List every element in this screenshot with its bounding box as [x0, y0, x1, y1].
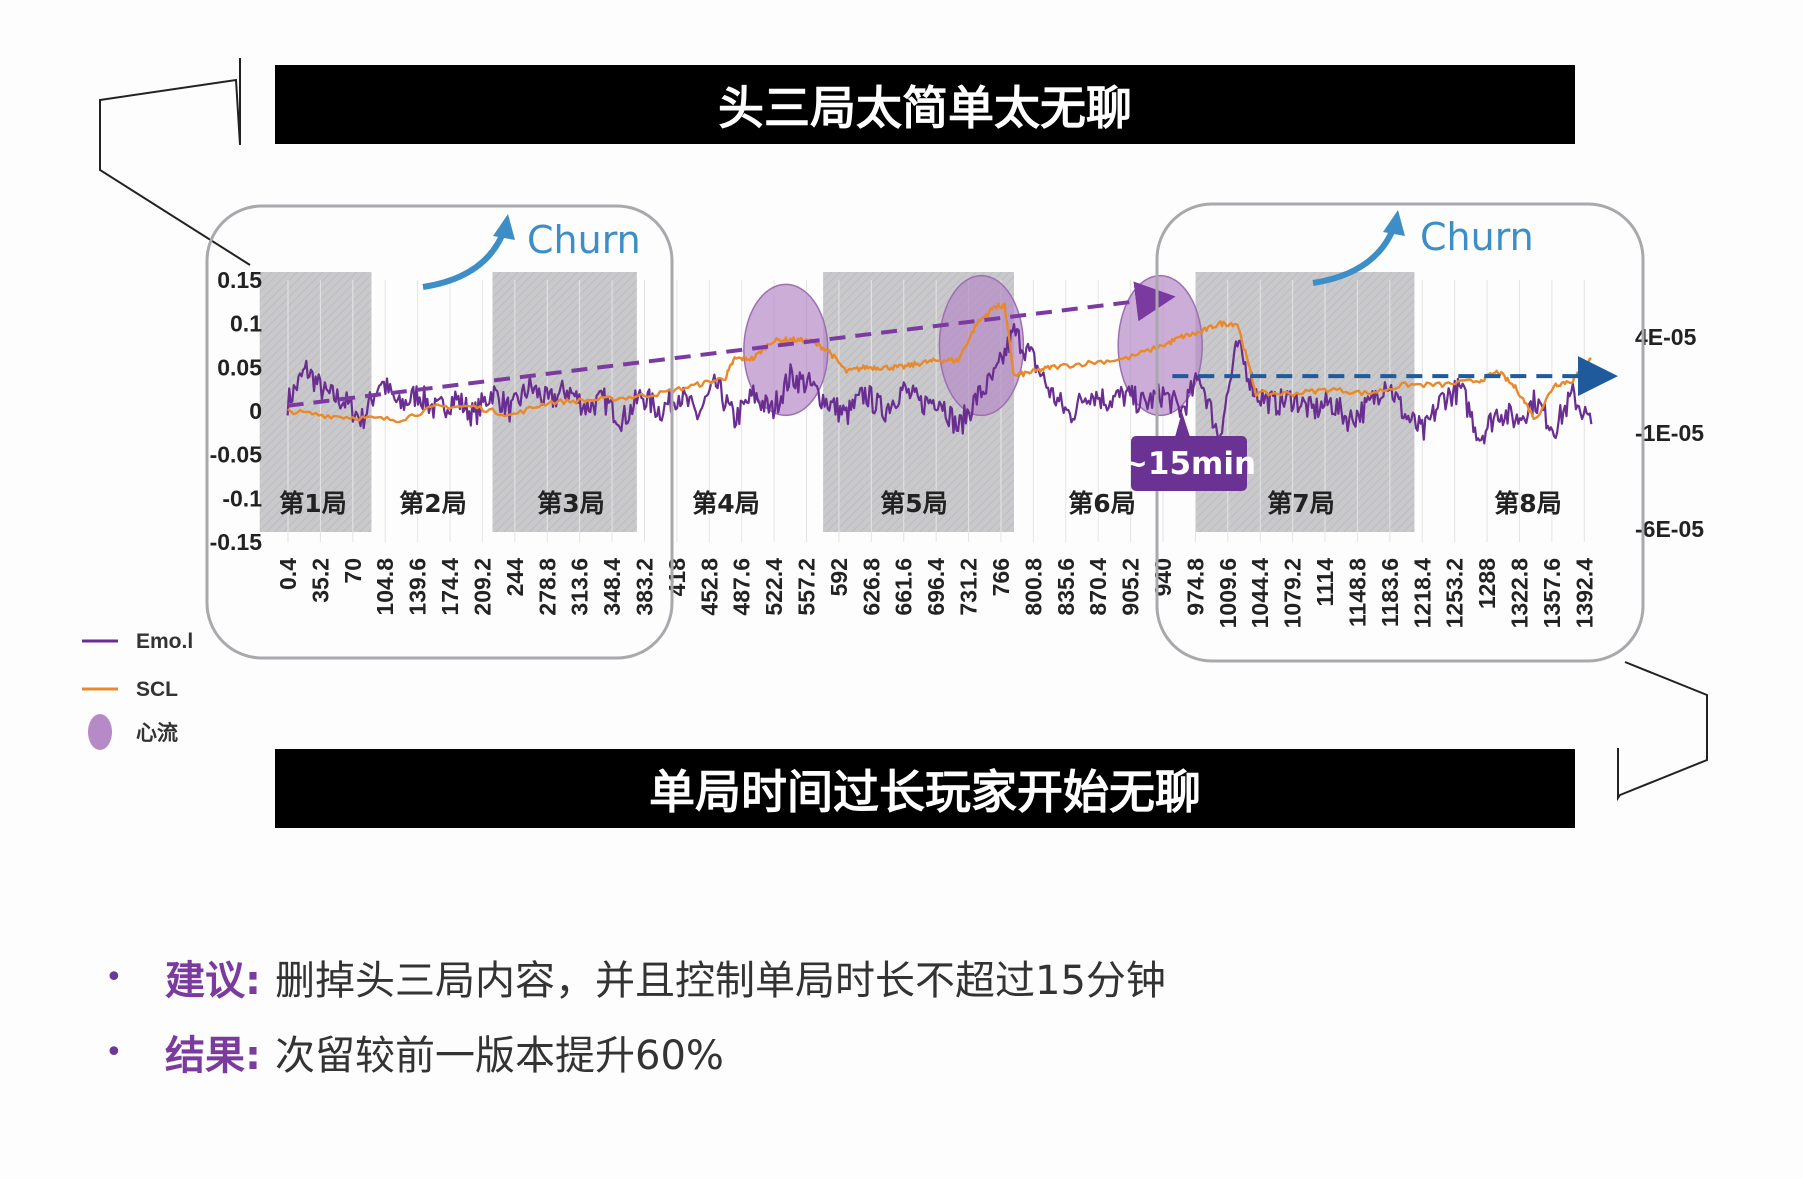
x-tick: 731.2 [956, 558, 982, 616]
y-tick-left: -0.1 [222, 485, 262, 511]
y-tick-left: 0.05 [217, 354, 262, 380]
x-tick: 592 [826, 558, 852, 596]
x-tick: 278.8 [534, 558, 560, 616]
y-tick-left: 0.15 [217, 267, 262, 293]
x-tick: 522.4 [761, 558, 787, 616]
bullet-key: 建议: [165, 958, 261, 1004]
flow-regions [743, 274, 1203, 417]
y-axis: 0.15 0.1 0.05 0 -0.05 -0.1 -0.15 4E-05 -1E-05 -6E… [210, 267, 1705, 555]
legend: Emo.l SCL 心流 [82, 630, 193, 750]
highlight-box-right [1155, 202, 1645, 663]
x-tick: 870.4 [1085, 558, 1111, 616]
x-tick: 1288 [1474, 558, 1500, 609]
x-tick: 313.6 [567, 558, 593, 616]
y-tick-right: 4E-05 [1635, 324, 1697, 350]
x-tick: 557.2 [794, 558, 820, 616]
bullet-suggestion: • 建议: 删掉头三局内容，并且控制单局时长不超过15分钟 [105, 948, 1166, 1006]
y-tick-left: 0 [249, 398, 262, 424]
x-tick: 1114 [1312, 558, 1338, 607]
round-label: 第7局 [1267, 489, 1334, 518]
x-tick: 1183.6 [1377, 558, 1403, 627]
bracket-top [99, 58, 251, 266]
x-tick: 766 [988, 558, 1014, 596]
x-tick: 1079.2 [1280, 558, 1306, 628]
x-tick: 383.2 [631, 558, 657, 616]
round-labels: 第1局 第2局 第3局 第4局 第5局 第6局 第7局 第8局 [279, 489, 1561, 518]
series-lines [286, 302, 1593, 445]
x-tick: 35.2 [307, 558, 333, 603]
flow-region [938, 274, 1025, 417]
x-tick: 696.4 [923, 558, 949, 616]
round-label: 第4局 [692, 489, 759, 518]
callout-text: ~15min [1122, 446, 1256, 482]
x-tick: 0.4 [275, 558, 301, 590]
series-emo [286, 323, 1593, 445]
y-tick-left: -0.15 [210, 529, 263, 555]
duration-callout: ~15min [1122, 412, 1256, 491]
x-tick: 1148.8 [1344, 558, 1370, 627]
legend-flow: 心流 [136, 721, 178, 745]
trend-lines [287, 281, 1618, 408]
bracket-bottom [1617, 661, 1708, 802]
x-tick: 835.6 [1053, 558, 1079, 616]
banner-bottom-text: 单局时间过长玩家开始无聊 [649, 764, 1201, 819]
highlight-box-left [205, 204, 674, 660]
x-tick: 104.8 [372, 558, 398, 616]
x-tick: 418 [664, 558, 690, 597]
round-label: 第6局 [1068, 489, 1135, 518]
x-tick: 1253.2 [1442, 558, 1468, 628]
x-tick: 940 [1150, 558, 1176, 596]
bullet-dot: • [105, 1034, 123, 1070]
y-tick-left: 0.1 [230, 311, 262, 337]
x-tick: 1218.4 [1409, 558, 1435, 629]
x-tick: 1357.6 [1539, 558, 1565, 628]
x-axis: 0.4 35.2 70 104.8 139.6 174.4 209.2 244 278.8 313… [275, 558, 1597, 629]
title-banner-bottom: 单局时间过长玩家开始无聊 [275, 749, 1575, 828]
x-tick: 487.6 [729, 558, 755, 616]
round-label: 第1局 [279, 489, 346, 518]
x-tick: 209.2 [469, 558, 495, 616]
round-label: 第5局 [880, 489, 947, 518]
x-tick: 1009.6 [1215, 558, 1241, 628]
grid-lines [287, 280, 1585, 542]
bullet-result: • 结果: 次留较前一版本提升60% [105, 1023, 724, 1081]
title-banner-top: 头三局太简单太无聊 [275, 65, 1575, 144]
x-tick: 626.8 [858, 558, 884, 616]
series-scl [286, 302, 1592, 424]
x-tick: 452.8 [696, 558, 722, 616]
round-label: 第3局 [537, 489, 604, 518]
x-tick: 174.4 [437, 558, 463, 616]
y-tick-right: -1E-05 [1635, 420, 1704, 446]
churn-label-left: Churn [527, 218, 641, 262]
round-label: 第2局 [399, 489, 466, 518]
round-label: 第8局 [1494, 489, 1561, 518]
legend-emo: Emo.l [136, 630, 193, 653]
trend-line [287, 281, 1176, 408]
x-tick: 1322.8 [1506, 558, 1532, 629]
churn-arrow-left [422, 226, 508, 290]
x-tick: 244 [502, 558, 528, 597]
x-tick: 139.6 [405, 558, 431, 616]
x-tick: 70 [340, 558, 366, 584]
churn-label-right: Churn [1420, 215, 1534, 259]
bullet-dot: • [105, 959, 123, 995]
y-tick-right: -6E-05 [1635, 516, 1704, 542]
x-tick: 974.8 [1182, 558, 1208, 616]
bullet-text: 删掉头三局内容，并且控制单局时长不超过15分钟 [275, 958, 1166, 1004]
y-tick-left: -0.05 [210, 442, 263, 468]
x-tick: 800.8 [1020, 558, 1046, 616]
x-tick: 661.6 [891, 558, 917, 616]
bullet-text: 次留较前一版本提升60% [275, 1033, 724, 1079]
legend-scl: SCL [136, 678, 178, 701]
churn-arrow-right [1312, 222, 1398, 286]
x-tick: 348.4 [599, 558, 625, 616]
banner-top-text: 头三局太简单太无聊 [718, 80, 1132, 135]
x-tick: 1044.4 [1247, 558, 1273, 629]
x-tick: 905.2 [1118, 558, 1144, 616]
x-tick: 1392.4 [1571, 558, 1597, 629]
bullet-key: 结果: [165, 1033, 261, 1079]
